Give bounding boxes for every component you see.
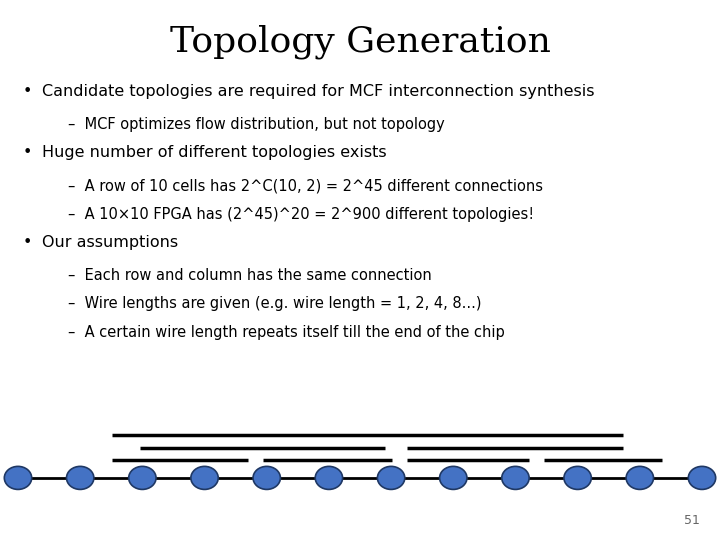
- Text: •: •: [23, 145, 32, 160]
- Ellipse shape: [377, 467, 405, 489]
- Text: –  A 10×10 FPGA has (2^45)^20 = 2^900 different topologies!: – A 10×10 FPGA has (2^45)^20 = 2^900 dif…: [68, 207, 534, 222]
- Ellipse shape: [129, 467, 156, 489]
- Ellipse shape: [502, 467, 529, 489]
- Text: –  A row of 10 cells has 2^C(10, 2) = 2^45 different connections: – A row of 10 cells has 2^C(10, 2) = 2^4…: [68, 179, 544, 194]
- Text: –  Each row and column has the same connection: – Each row and column has the same conne…: [68, 268, 432, 284]
- Ellipse shape: [191, 467, 218, 489]
- Text: –  A certain wire length repeats itself till the end of the chip: – A certain wire length repeats itself t…: [68, 325, 505, 340]
- Ellipse shape: [564, 467, 591, 489]
- Text: –  MCF optimizes flow distribution, but not topology: – MCF optimizes flow distribution, but n…: [68, 117, 445, 132]
- Text: Candidate topologies are required for MCF interconnection synthesis: Candidate topologies are required for MC…: [42, 84, 594, 99]
- Text: –  Wire lengths are given (e.g. wire length = 1, 2, 4, 8...): – Wire lengths are given (e.g. wire leng…: [68, 296, 482, 312]
- Text: •: •: [23, 84, 32, 99]
- Ellipse shape: [4, 467, 32, 489]
- Ellipse shape: [315, 467, 343, 489]
- Text: 51: 51: [684, 514, 700, 526]
- Ellipse shape: [626, 467, 654, 489]
- Ellipse shape: [688, 467, 716, 489]
- Ellipse shape: [440, 467, 467, 489]
- Ellipse shape: [66, 467, 94, 489]
- Text: Our assumptions: Our assumptions: [42, 235, 178, 250]
- Text: •: •: [23, 235, 32, 250]
- Text: Topology Generation: Topology Generation: [170, 24, 550, 59]
- Ellipse shape: [253, 467, 280, 489]
- Text: Huge number of different topologies exists: Huge number of different topologies exis…: [42, 145, 387, 160]
